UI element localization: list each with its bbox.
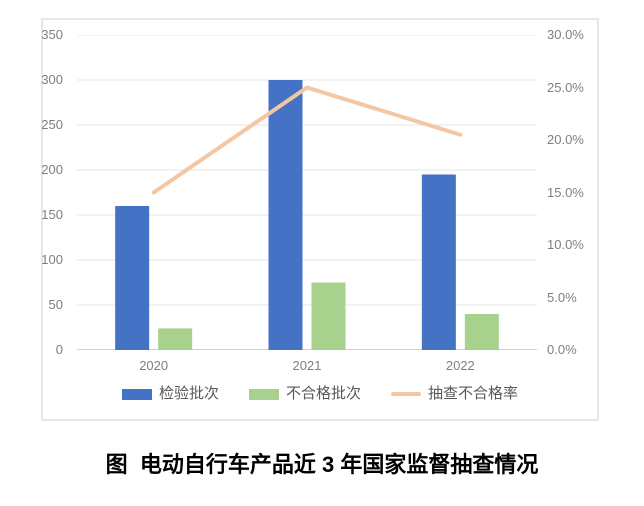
y-axis-tick-left: 350 [41, 27, 63, 42]
bar-inspected-2021 [268, 80, 303, 350]
bar-failed-2021 [311, 282, 346, 350]
legend-swatch-bar-icon [121, 388, 152, 400]
legend-item: 不合格批次 [248, 385, 361, 403]
y-axis-tick-left: 50 [48, 297, 63, 312]
y-axis-tick-right: 0.0% [547, 342, 577, 357]
y-axis-tick-left: 250 [41, 117, 63, 132]
y-axis-tick-right: 15.0% [547, 184, 584, 200]
y-axis-tick-right: 10.0% [547, 237, 584, 252]
bar-inspected-2020 [115, 206, 150, 350]
y-axis-tick-right: 20.0% [547, 132, 584, 147]
y-axis-tick-left: 200 [41, 162, 63, 177]
legend: 检验批次 不合格批次 抽查不合格率 [41, 384, 599, 404]
bar-failed-2022 [464, 314, 499, 350]
legend-label: 抽查不合格率 [428, 385, 519, 402]
bar-inspected-2022 [421, 174, 456, 350]
y-axis-tick-left: 300 [41, 72, 63, 87]
y-axis-tick-left: 0 [55, 342, 63, 357]
figure-caption: 图 电动自行车产品近 3 年国家监督抽查情况 [105, 452, 539, 477]
x-axis-tick: 2020 [139, 358, 169, 373]
y-axis-tick-left: 100 [41, 252, 63, 267]
y-axis-tick-right: 5.0% [547, 289, 577, 305]
legend-item: 检验批次 [121, 385, 219, 403]
legend-label: 不合格批次 [285, 385, 361, 402]
rate-line [151, 85, 463, 195]
legend-swatch-line-icon [391, 392, 421, 396]
legend-item: 抽查不合格率 [391, 385, 518, 403]
legend-label: 检验批次 [158, 385, 219, 402]
combo-chart [77, 35, 537, 350]
y-axis-tick-right: 25.0% [547, 79, 584, 95]
legend-swatch-bar-icon [248, 388, 279, 400]
y-axis-tick-left: 150 [41, 207, 63, 222]
bar-failed-2020 [158, 328, 193, 350]
x-axis-tick: 2021 [292, 358, 322, 373]
y-axis-tick-right: 30.0% [547, 27, 584, 42]
x-axis-tick: 2022 [445, 358, 475, 373]
